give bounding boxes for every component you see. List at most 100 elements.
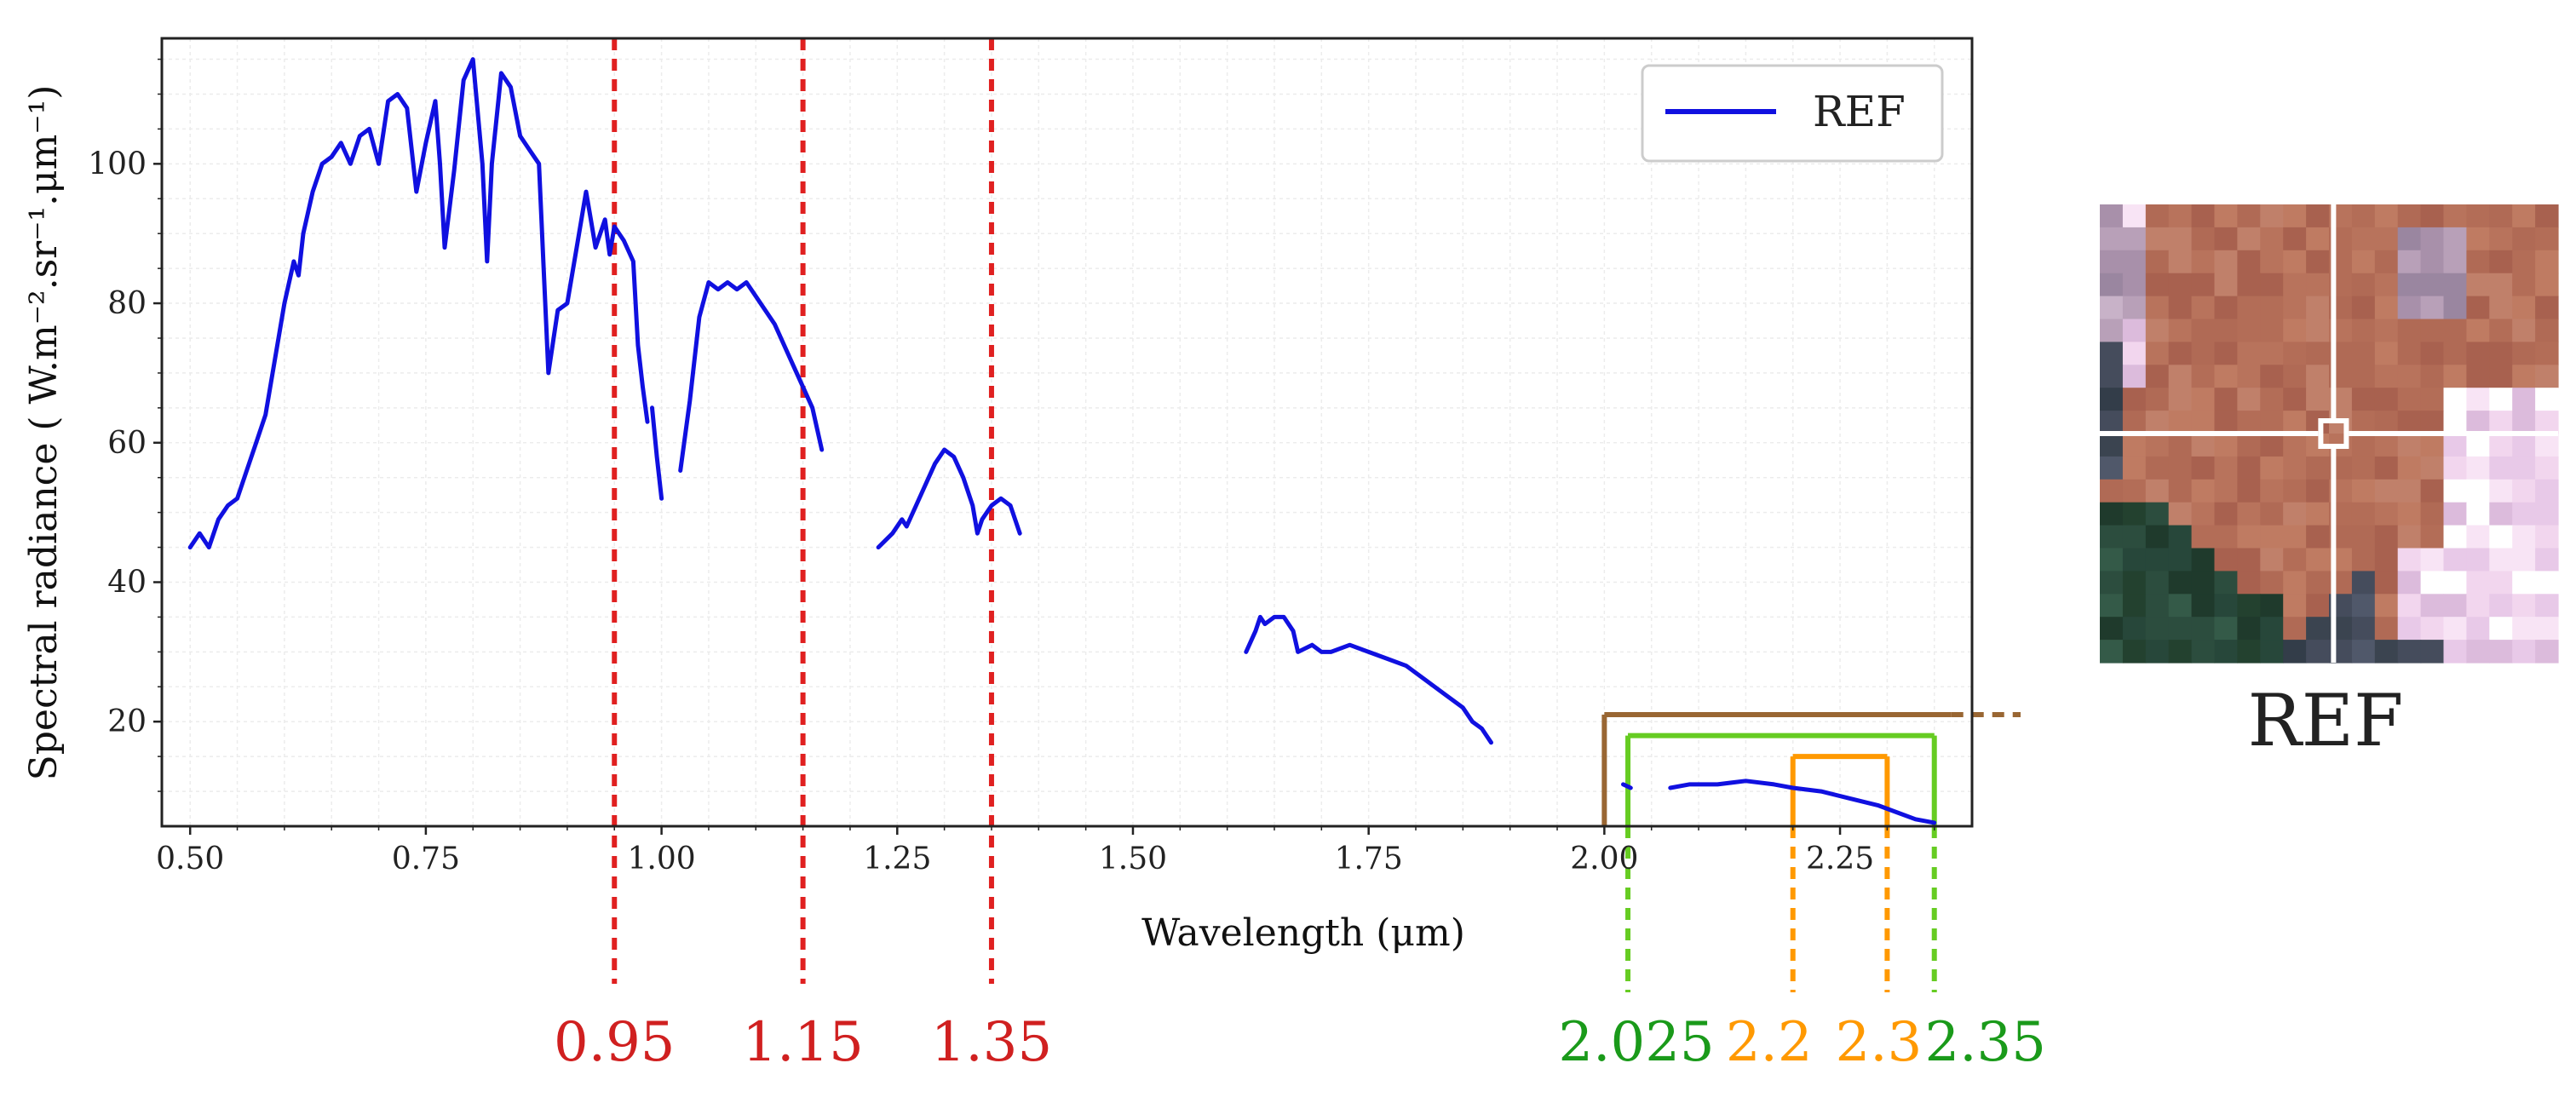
thumbnail-pixel xyxy=(2489,342,2513,365)
thumbnail-pixel xyxy=(2260,273,2284,297)
thumbnail-pixel xyxy=(2512,617,2536,641)
thumbnail-pixel xyxy=(2214,227,2238,251)
thumbnail-pixel xyxy=(2374,250,2399,274)
thumbnail-pixel xyxy=(2283,617,2307,641)
thumbnail-pixel xyxy=(2100,502,2124,526)
thumbnail-pixel xyxy=(2512,548,2536,572)
thumbnail-pixel xyxy=(2168,319,2193,342)
thumbnail-pixel xyxy=(2283,502,2307,526)
thumbnail-pixel xyxy=(2260,571,2284,595)
thumbnail-pixel xyxy=(2351,204,2376,228)
thumbnail-pixel xyxy=(2283,594,2307,618)
thumbnail-pixel xyxy=(2397,479,2422,503)
thumbnail-pixel xyxy=(2466,411,2490,434)
thumbnail-pixel xyxy=(2489,640,2513,664)
thumbnail-pixel xyxy=(2145,204,2170,228)
thumbnail-pixel xyxy=(2512,502,2536,526)
x-tick-label: 1.25 xyxy=(863,842,931,876)
thumbnail-pixel xyxy=(2420,273,2445,297)
thumbnail-pixel xyxy=(2466,571,2490,595)
thumbnail-caption: REF xyxy=(2248,679,2404,762)
thumbnail-pixel xyxy=(2145,365,2170,388)
thumbnail-pixel xyxy=(2466,296,2490,320)
thumbnail-pixel xyxy=(2145,548,2170,572)
thumbnail-pixel xyxy=(2466,617,2490,641)
thumbnail-pixel xyxy=(2237,617,2261,641)
thumbnail-pixel xyxy=(2122,640,2147,664)
thumbnail-pixel xyxy=(2489,319,2513,342)
thumbnail-pixel xyxy=(2535,594,2559,618)
thumbnail-pixel xyxy=(2237,227,2261,251)
thumbnail-pixel xyxy=(2283,296,2307,320)
thumbnail-pixel xyxy=(2374,456,2399,480)
thumbnail-pixel xyxy=(2397,502,2422,526)
x-tick-label: 2.25 xyxy=(1806,842,1874,876)
thumbnail-pixel xyxy=(2351,594,2376,618)
thumbnail-pixel xyxy=(2100,571,2124,595)
thumbnail-pixel xyxy=(2168,227,2193,251)
thumbnail-pixel xyxy=(2214,548,2238,572)
thumbnail-pixel xyxy=(2397,342,2422,365)
y-tick-label: 100 xyxy=(88,147,147,181)
thumbnail-pixel xyxy=(2512,227,2536,251)
thumbnail-pixel xyxy=(2191,296,2216,320)
thumbnail-pixel xyxy=(2100,411,2124,434)
thumbnail-pixel xyxy=(2489,388,2513,411)
thumbnail-pixel xyxy=(2466,227,2490,251)
thumbnail-pixel xyxy=(2512,319,2536,342)
thumbnail-pixel xyxy=(2420,227,2445,251)
thumbnail-pixel xyxy=(2168,434,2193,457)
thumbnail-pixel xyxy=(2374,617,2399,641)
thumbnail-pixel xyxy=(2168,273,2193,297)
thumbnail-pixel xyxy=(2168,296,2193,320)
thumbnail-pixel xyxy=(2443,365,2467,388)
swir-bands xyxy=(1601,712,2021,992)
thumbnail-pixel xyxy=(2145,342,2170,365)
thumbnail-pixel xyxy=(2489,204,2513,228)
thumbnail-pixel xyxy=(2374,434,2399,457)
thumbnail-pixel xyxy=(2214,594,2238,618)
thumbnail-pixel xyxy=(2535,250,2559,274)
thumbnail-pixel xyxy=(2535,411,2559,434)
thumbnail-pixel xyxy=(2374,502,2399,526)
thumbnail-pixel xyxy=(2351,273,2376,297)
thumbnail-pixel xyxy=(2122,365,2147,388)
thumbnail-pixel xyxy=(2191,640,2216,664)
thumbnail-pixel xyxy=(2122,227,2147,251)
thumbnail-pixel xyxy=(2443,479,2467,503)
thumbnail-pixel xyxy=(2100,273,2124,297)
thumbnail-pixel xyxy=(2420,525,2445,549)
thumbnail-pixel xyxy=(2237,296,2261,320)
thumbnail-pixel xyxy=(2512,411,2536,434)
thumbnail-pixel xyxy=(2535,456,2559,480)
thumbnail-pixel xyxy=(2122,411,2147,434)
thumbnail-pixel xyxy=(2489,296,2513,320)
thumbnail-pixel xyxy=(2535,640,2559,664)
thumbnail-pixel xyxy=(2145,456,2170,480)
thumbnail-pixel xyxy=(2283,434,2307,457)
thumbnail-pixel xyxy=(2351,388,2376,411)
thumbnail-pixel xyxy=(2237,204,2261,228)
thumbnail-pixel xyxy=(2443,456,2467,480)
thumbnail-pixel xyxy=(2374,571,2399,595)
thumbnail-pixel xyxy=(2443,388,2467,411)
thumbnail-pixel xyxy=(2306,388,2330,411)
thumbnail-pixel xyxy=(2443,342,2467,365)
thumbnail-pixel xyxy=(2168,548,2193,572)
thumbnail-pixel xyxy=(2168,594,2193,618)
thumbnail-pixel xyxy=(2397,411,2422,434)
thumbnail-pixel xyxy=(2374,525,2399,549)
thumbnail-pixel xyxy=(2512,342,2536,365)
thumbnail-pixel xyxy=(2145,640,2170,664)
thumbnail-pixel xyxy=(2351,617,2376,641)
thumbnail-pixel xyxy=(2306,479,2330,503)
x-tick-label: 0.75 xyxy=(392,842,460,876)
thumbnail-pixel xyxy=(2100,227,2124,251)
thumbnail-pixel xyxy=(2100,296,2124,320)
thumbnail-pixel xyxy=(2535,227,2559,251)
thumbnail-pixel xyxy=(2122,273,2147,297)
thumbnail-pixel xyxy=(2535,204,2559,228)
cutoff-label: 1.15 xyxy=(742,1011,864,1074)
thumbnail-pixel xyxy=(2489,411,2513,434)
thumbnail-pixel xyxy=(2168,204,2193,228)
